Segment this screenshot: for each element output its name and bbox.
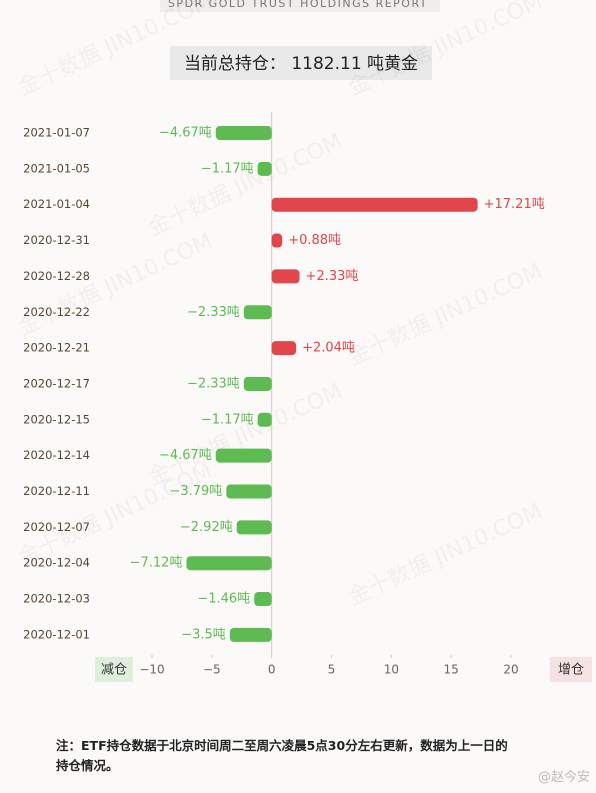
bar	[236, 520, 272, 535]
value-label: +2.33吨	[306, 269, 359, 284]
value-label: −2.33吨	[187, 376, 240, 391]
bar	[229, 627, 272, 642]
y-tick-label: 2020-12-31	[23, 233, 90, 247]
value-label: −7.12吨	[130, 556, 183, 571]
y-tick-label: 2020-12-03	[23, 592, 90, 606]
legend-box	[95, 657, 133, 682]
x-tick-label: 5	[328, 663, 336, 677]
bar	[226, 484, 272, 499]
y-tick-label: 2020-12-01	[23, 627, 90, 641]
value-label: −2.33吨	[187, 305, 240, 320]
value-label: −3.5吨	[181, 627, 226, 642]
y-tick-label: 2020-12-11	[23, 484, 90, 498]
value-label: +0.88吨	[288, 233, 341, 248]
bar	[215, 126, 272, 140]
y-tick-label: 2021-01-05	[23, 161, 90, 175]
bar	[271, 341, 297, 356]
value-label: −4.67吨	[159, 126, 212, 141]
y-tick-label: 2021-01-07	[23, 126, 90, 140]
y-tick-label: 2020-12-15	[23, 412, 90, 426]
bar	[271, 233, 283, 248]
bar	[271, 197, 478, 212]
x-tick-label: 20	[503, 663, 518, 677]
x-tick-label: 0	[268, 663, 276, 677]
value-label: +2.04吨	[302, 341, 355, 356]
y-tick-label: 2020-12-21	[23, 341, 90, 355]
y-tick-label: 2020-12-07	[23, 520, 90, 534]
y-tick-label: 2021-01-04	[23, 197, 90, 211]
value-label: −3.79吨	[169, 484, 222, 499]
subtitle-box	[170, 46, 432, 80]
watermark: 金十数据 JIN10.COM	[15, 459, 217, 571]
y-tick-label: 2020-12-17	[23, 376, 90, 390]
y-tick-label: 2020-12-04	[23, 556, 90, 570]
x-tick-label: −5	[203, 663, 221, 677]
bar	[257, 161, 272, 176]
bar	[257, 412, 272, 427]
bar	[271, 269, 300, 284]
credit: @赵今安	[537, 770, 590, 785]
value-label: +17.21吨	[484, 197, 545, 212]
chart-subtitle: 当前总持仓： 1182.11 吨黄金	[184, 54, 418, 74]
x-tick-label: −10	[139, 663, 164, 677]
value-label: −1.46吨	[197, 592, 250, 607]
title-box	[160, 0, 440, 12]
y-tick-label: 2020-12-22	[23, 305, 90, 319]
watermark: 金十数据 JIN10.COM	[345, 259, 547, 371]
legend-negative: 减仓	[101, 663, 127, 678]
bar	[215, 448, 272, 463]
footnote: 注：ETF持仓数据于北京时间周二至周六凌晨5点30分左右更新，数据为上一日的持仓…	[56, 738, 508, 773]
y-tick-label: 2020-12-14	[23, 448, 90, 462]
value-label: −2.92吨	[180, 520, 233, 535]
x-tick-label: 15	[444, 663, 459, 677]
y-tick-label: 2020-12-28	[23, 269, 90, 283]
bar	[243, 376, 272, 391]
value-label: −4.67吨	[159, 448, 212, 463]
legend-box	[550, 657, 592, 682]
value-label: −1.17吨	[201, 161, 254, 176]
value-label: −1.17吨	[201, 412, 254, 427]
legend-positive: 增仓	[558, 663, 584, 678]
x-tick-label: 10	[384, 663, 399, 677]
watermark: 金十数据 JIN10.COM	[345, 499, 547, 611]
watermark: 金十数据 JIN10.COM	[145, 129, 347, 241]
bar	[254, 592, 272, 607]
chart-title: SPDR GOLD TRUST HOLDINGS REPORT	[168, 0, 428, 10]
bar	[186, 556, 272, 571]
bar	[243, 305, 272, 320]
